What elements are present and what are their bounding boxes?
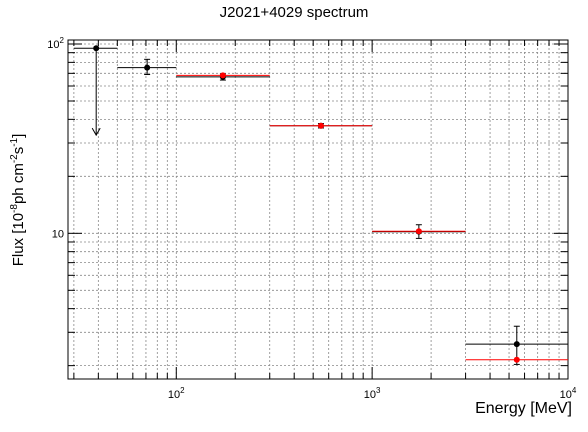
black-data-point bbox=[93, 45, 100, 52]
axis-ticks bbox=[68, 40, 569, 379]
x-axis-label: Energy [MeV] bbox=[475, 400, 572, 417]
y-label-mid: ph cm bbox=[10, 163, 27, 205]
y-label-exp2: -2 bbox=[9, 154, 20, 164]
y-tick-label: 10 bbox=[52, 228, 64, 240]
red-data-point bbox=[219, 72, 226, 79]
black-data-point bbox=[144, 64, 151, 71]
x-tick-label: 104 bbox=[560, 386, 577, 401]
y-label-prefix: Flux [10 bbox=[10, 212, 27, 267]
y-label-mid2: s bbox=[10, 146, 27, 155]
red-data-point bbox=[513, 356, 520, 363]
tick-labels: 102 103 104 10 102 bbox=[47, 36, 577, 401]
x-tick-label: 103 bbox=[364, 386, 381, 401]
grid bbox=[68, 40, 569, 379]
y-label-exp3: -1 bbox=[9, 137, 20, 147]
y-axis-label: Flux [10-8ph cm-2s-1] bbox=[9, 134, 27, 267]
upper-limit-arrowhead bbox=[91, 127, 101, 137]
y-label-exp1: -8 bbox=[9, 204, 20, 213]
y-axis-label-container: Flux [10-8ph cm-2s-1] bbox=[1, 40, 35, 360]
black-data-point bbox=[513, 341, 520, 348]
x-tick-label: 102 bbox=[168, 386, 185, 401]
data-points bbox=[73, 45, 568, 365]
red-data-point bbox=[317, 122, 324, 129]
y-label-suffix: ] bbox=[10, 133, 27, 138]
plot-frame bbox=[67, 39, 569, 380]
chart-title: J2021+4029 spectrum bbox=[219, 4, 369, 21]
y-tick-label: 102 bbox=[47, 36, 64, 51]
red-data-point bbox=[415, 228, 422, 235]
